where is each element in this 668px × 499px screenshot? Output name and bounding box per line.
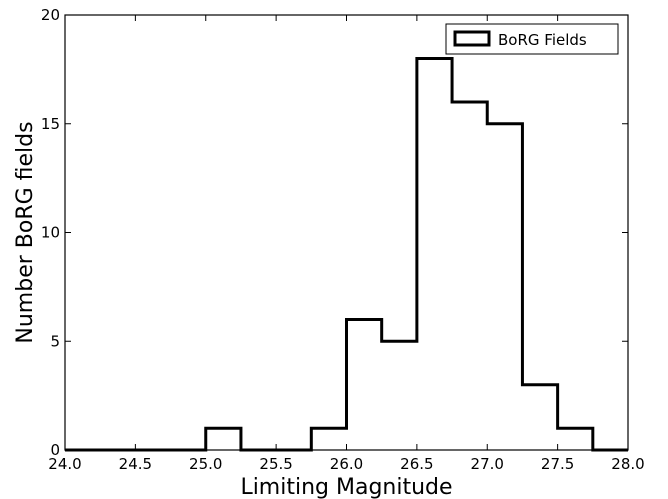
tick-labels: 24.0 24.5 25.0 25.5 26.0 26.5 27.0 27.5 28.0 0 5 10…: [41, 6, 645, 473]
legend-swatch: [453, 30, 491, 47]
legend-entry-borg-fields: BoRG Fields: [498, 31, 587, 49]
legend: BoRG Fields: [445, 23, 619, 55]
axis-ticks: [64, 14, 629, 451]
y-tick-label: 10: [41, 224, 60, 242]
x-tick-label: 26.0: [330, 455, 363, 473]
x-tick-label: 25.5: [259, 455, 292, 473]
x-tick-label: 26.5: [400, 455, 433, 473]
x-tick-label: 24.5: [119, 455, 152, 473]
y-tick-label: 20: [41, 6, 60, 24]
x-tick-label: 28.0: [611, 455, 644, 473]
y-tick-label: 0: [50, 441, 60, 459]
legend-box: [445, 23, 619, 55]
histogram-step-line: [65, 57, 628, 452]
x-tick-label: 27.5: [541, 455, 574, 473]
x-axis-label: Limiting Magnitude: [240, 475, 452, 499]
x-tick-label: 24.0: [48, 455, 81, 473]
x-tick-label: 25.0: [189, 455, 222, 473]
y-tick-label: 5: [50, 332, 60, 350]
x-tick-label: 27.0: [471, 455, 504, 473]
y-tick-label: 15: [41, 115, 60, 133]
histogram-marks: [65, 57, 628, 452]
y-axis-label: Number BoRG fields: [13, 121, 38, 343]
